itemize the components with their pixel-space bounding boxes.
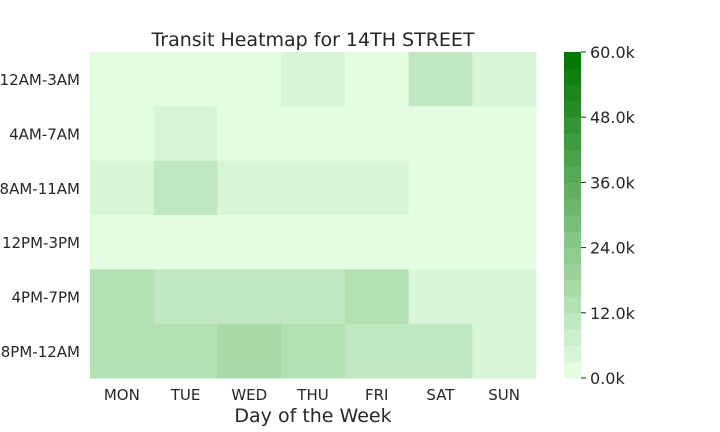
- colorbar-segment: [564, 329, 581, 346]
- heatmap-cell: [153, 52, 218, 107]
- x-tick-label: SUN: [488, 386, 520, 404]
- heatmap-cell: [153, 160, 218, 216]
- colorbar-segment: [564, 215, 581, 232]
- heatmap-cell: [90, 52, 155, 107]
- colorbar-segment: [564, 68, 581, 85]
- colorbar-segment: [564, 182, 581, 200]
- heatmap-cell: [344, 52, 410, 107]
- colorbar-segment: [564, 100, 581, 118]
- heatmap-cell: [217, 106, 282, 162]
- heatmap-cell: [472, 106, 537, 162]
- y-tick-label: 12AM-3AM: [0, 71, 80, 89]
- colorbar-tick-label: 36.0k: [590, 173, 636, 192]
- y-tick-label: 8PM-12AM: [1, 343, 80, 361]
- heatmap-cell: [281, 106, 346, 162]
- heatmap-cell: [472, 269, 537, 325]
- y-tick-label: 4PM-7PM: [12, 289, 80, 307]
- colorbar-segment: [564, 198, 581, 216]
- heatmap-cell: [90, 215, 155, 270]
- colorbar-tick-label: 0.0k: [590, 369, 625, 388]
- heatmap-cell: [281, 52, 346, 107]
- colorbar-segment: [564, 117, 581, 134]
- heatmap-cell: [217, 215, 282, 270]
- x-tick-label: SAT: [426, 386, 455, 404]
- heatmap-cell: [344, 215, 410, 270]
- colorbar-segment: [564, 345, 581, 363]
- x-tick-label: THU: [296, 386, 328, 404]
- heatmap-cell: [472, 160, 537, 216]
- x-tick-label: TUE: [170, 386, 201, 404]
- colorbar-segment: [564, 280, 581, 297]
- heatmap-cell: [90, 323, 155, 379]
- heatmap-cell: [408, 52, 473, 107]
- heatmap-cell: [408, 160, 473, 216]
- colorbar-segment: [564, 166, 581, 183]
- heatmap-cell: [90, 160, 155, 216]
- colorbar-tick-label: 48.0k: [590, 108, 636, 127]
- colorbar-tick-labels: 0.0k 12.0k 24.0k 36.0k 48.0k 60.0k: [581, 43, 636, 388]
- heatmap-cell: [217, 323, 282, 379]
- heatmap-cell: [344, 106, 410, 162]
- heatmap-cell: [408, 215, 473, 270]
- heatmap-cell: [217, 160, 282, 216]
- y-tick-label: 12PM-3PM: [2, 234, 80, 252]
- heatmap-cell: [217, 269, 282, 325]
- x-tick-labels: MON TUE WED THU FRI SAT SUN: [104, 386, 520, 404]
- heatmap-cell: [281, 269, 346, 325]
- y-tick-label: 8AM-11AM: [0, 180, 80, 198]
- heatmap-cell: [344, 269, 410, 325]
- x-tick-label: MON: [104, 386, 140, 404]
- chart-title: Transit Heatmap for 14TH STREET: [150, 29, 474, 51]
- x-axis-label: Day of the Week: [234, 405, 391, 427]
- heatmap-cell: [472, 52, 537, 107]
- colorbar-segment: [564, 361, 581, 379]
- heatmap-cell: [90, 269, 155, 325]
- colorbar-segment: [564, 231, 581, 248]
- heatmap-cell: [408, 323, 473, 379]
- heatmap-cell: [217, 52, 282, 107]
- heatmap-cell: [153, 323, 218, 379]
- colorbar-tick-label: 24.0k: [590, 239, 636, 258]
- heatmap-cell: [408, 106, 473, 162]
- colorbar-segment: [564, 296, 581, 314]
- colorbar-segment: [564, 263, 581, 281]
- colorbar-segment: [564, 52, 581, 69]
- colorbar-segment: [564, 84, 581, 102]
- heatmap-cells: [90, 52, 537, 379]
- colorbar-segment: [564, 247, 581, 265]
- heatmap-cell: [281, 160, 346, 216]
- colorbar-segment: [564, 149, 581, 167]
- heatmap-cell: [472, 323, 537, 379]
- heatmap-cell: [344, 323, 410, 379]
- y-tick-labels: 12AM-3AM 4AM-7AM 8AM-11AM 12PM-3PM 4PM-7PM 8P…: [0, 71, 80, 361]
- heatmap-cell: [153, 106, 218, 162]
- heatmap-cell: [153, 215, 218, 270]
- heatmap-cell: [408, 269, 473, 325]
- colorbar-tick-label: 60.0k: [590, 43, 636, 62]
- heatmap-cell: [90, 106, 155, 162]
- heatmap-cell: [472, 215, 537, 270]
- colorbar-segment: [564, 133, 581, 151]
- x-tick-label: WED: [231, 386, 267, 404]
- heatmap-cell: [281, 323, 346, 379]
- colorbar-tick-label: 12.0k: [590, 304, 636, 323]
- x-tick-label: FRI: [365, 386, 388, 404]
- heatmap-cell: [153, 269, 218, 325]
- colorbar: [564, 52, 581, 379]
- colorbar-segment: [564, 312, 581, 330]
- heatmap-cell: [344, 160, 410, 216]
- heatmap-cell: [281, 215, 346, 270]
- y-tick-label: 4AM-7AM: [9, 126, 80, 144]
